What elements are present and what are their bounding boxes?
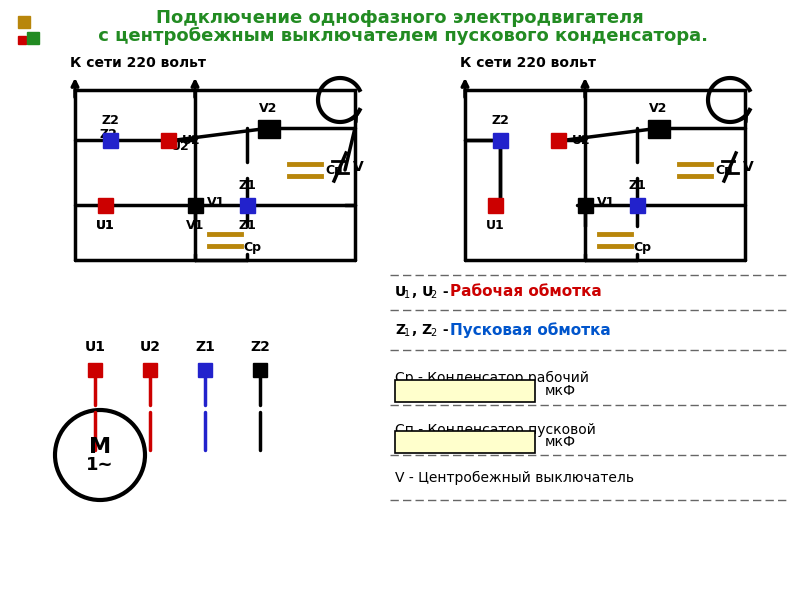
Text: К сети 220 вольт: К сети 220 вольт: [70, 56, 206, 70]
Text: Z1: Z1: [238, 179, 256, 192]
Text: М: М: [89, 437, 111, 457]
FancyBboxPatch shape: [395, 431, 535, 453]
Text: Cп: Cп: [715, 163, 733, 176]
Text: 2: 2: [430, 328, 436, 338]
Text: V: V: [743, 160, 754, 174]
Text: Cp: Cp: [243, 241, 261, 254]
Text: -: -: [438, 285, 454, 299]
Text: Z2: Z2: [250, 340, 270, 354]
Text: К сети 220 вольт: К сети 220 вольт: [460, 56, 596, 70]
Text: Z2: Z2: [99, 128, 117, 141]
Text: V1: V1: [186, 219, 204, 232]
Text: Сп - Конденсатор пусковой: Сп - Конденсатор пусковой: [395, 423, 596, 437]
Text: U2: U2: [572, 133, 590, 146]
Text: 2: 2: [430, 290, 436, 300]
Text: U1: U1: [96, 219, 114, 232]
Bar: [18, 36, 26, 44]
Bar: [88, 363, 102, 377]
Text: Ср - Конденсатор рабочий: Ср - Конденсатор рабочий: [395, 371, 589, 385]
Text: V1: V1: [597, 196, 615, 209]
Text: , Z: , Z: [412, 323, 432, 337]
Text: U1: U1: [486, 219, 504, 232]
Text: Z2: Z2: [491, 114, 509, 127]
Text: мкФ: мкФ: [545, 435, 576, 449]
Bar: [102, 133, 118, 148]
Bar: [487, 197, 502, 212]
Text: U2: U2: [170, 140, 190, 153]
Bar: [143, 363, 157, 377]
Text: 1: 1: [404, 328, 410, 338]
Bar: [648, 120, 670, 138]
Bar: [161, 133, 175, 148]
Text: U2: U2: [182, 133, 201, 146]
Bar: [27, 32, 39, 44]
Text: Подключение однофазного электродвигателя: Подключение однофазного электродвигателя: [156, 9, 644, 27]
Text: Z1: Z1: [628, 179, 646, 192]
Bar: [253, 363, 267, 377]
Bar: [98, 197, 113, 212]
Text: V2: V2: [259, 102, 277, 115]
Text: U2: U2: [139, 340, 161, 354]
Bar: [198, 363, 212, 377]
Text: Пусковая обмотка: Пусковая обмотка: [450, 322, 610, 338]
Bar: [493, 133, 507, 148]
Text: мкФ: мкФ: [545, 384, 576, 398]
Text: , U: , U: [412, 285, 434, 299]
Text: V1: V1: [207, 196, 226, 209]
Text: 1~: 1~: [86, 456, 114, 474]
Text: U: U: [395, 285, 406, 299]
Text: V: V: [353, 160, 364, 174]
Text: U1: U1: [96, 219, 114, 232]
Bar: [258, 120, 280, 138]
Bar: [550, 133, 566, 148]
Text: Cp: Cp: [633, 241, 651, 254]
Bar: [578, 197, 593, 212]
Bar: [187, 197, 202, 212]
Text: Z: Z: [395, 323, 405, 337]
Text: V2: V2: [649, 102, 667, 115]
Text: Z1: Z1: [195, 340, 215, 354]
Text: Cп: Cп: [325, 163, 342, 176]
Text: Рабочая обмотка: Рабочая обмотка: [450, 284, 602, 299]
Text: V - Центробежный выключатель: V - Центробежный выключатель: [395, 471, 634, 485]
Text: Z1: Z1: [238, 219, 256, 232]
Text: U1: U1: [85, 340, 106, 354]
Bar: [239, 197, 254, 212]
Text: с центробежным выключателем пускового конденсатора.: с центробежным выключателем пускового ко…: [92, 27, 708, 45]
Bar: [630, 197, 645, 212]
Text: 1: 1: [404, 290, 410, 300]
Text: -: -: [438, 323, 454, 337]
Text: Z2: Z2: [101, 114, 119, 127]
Bar: [18, 16, 30, 28]
FancyBboxPatch shape: [395, 380, 535, 402]
